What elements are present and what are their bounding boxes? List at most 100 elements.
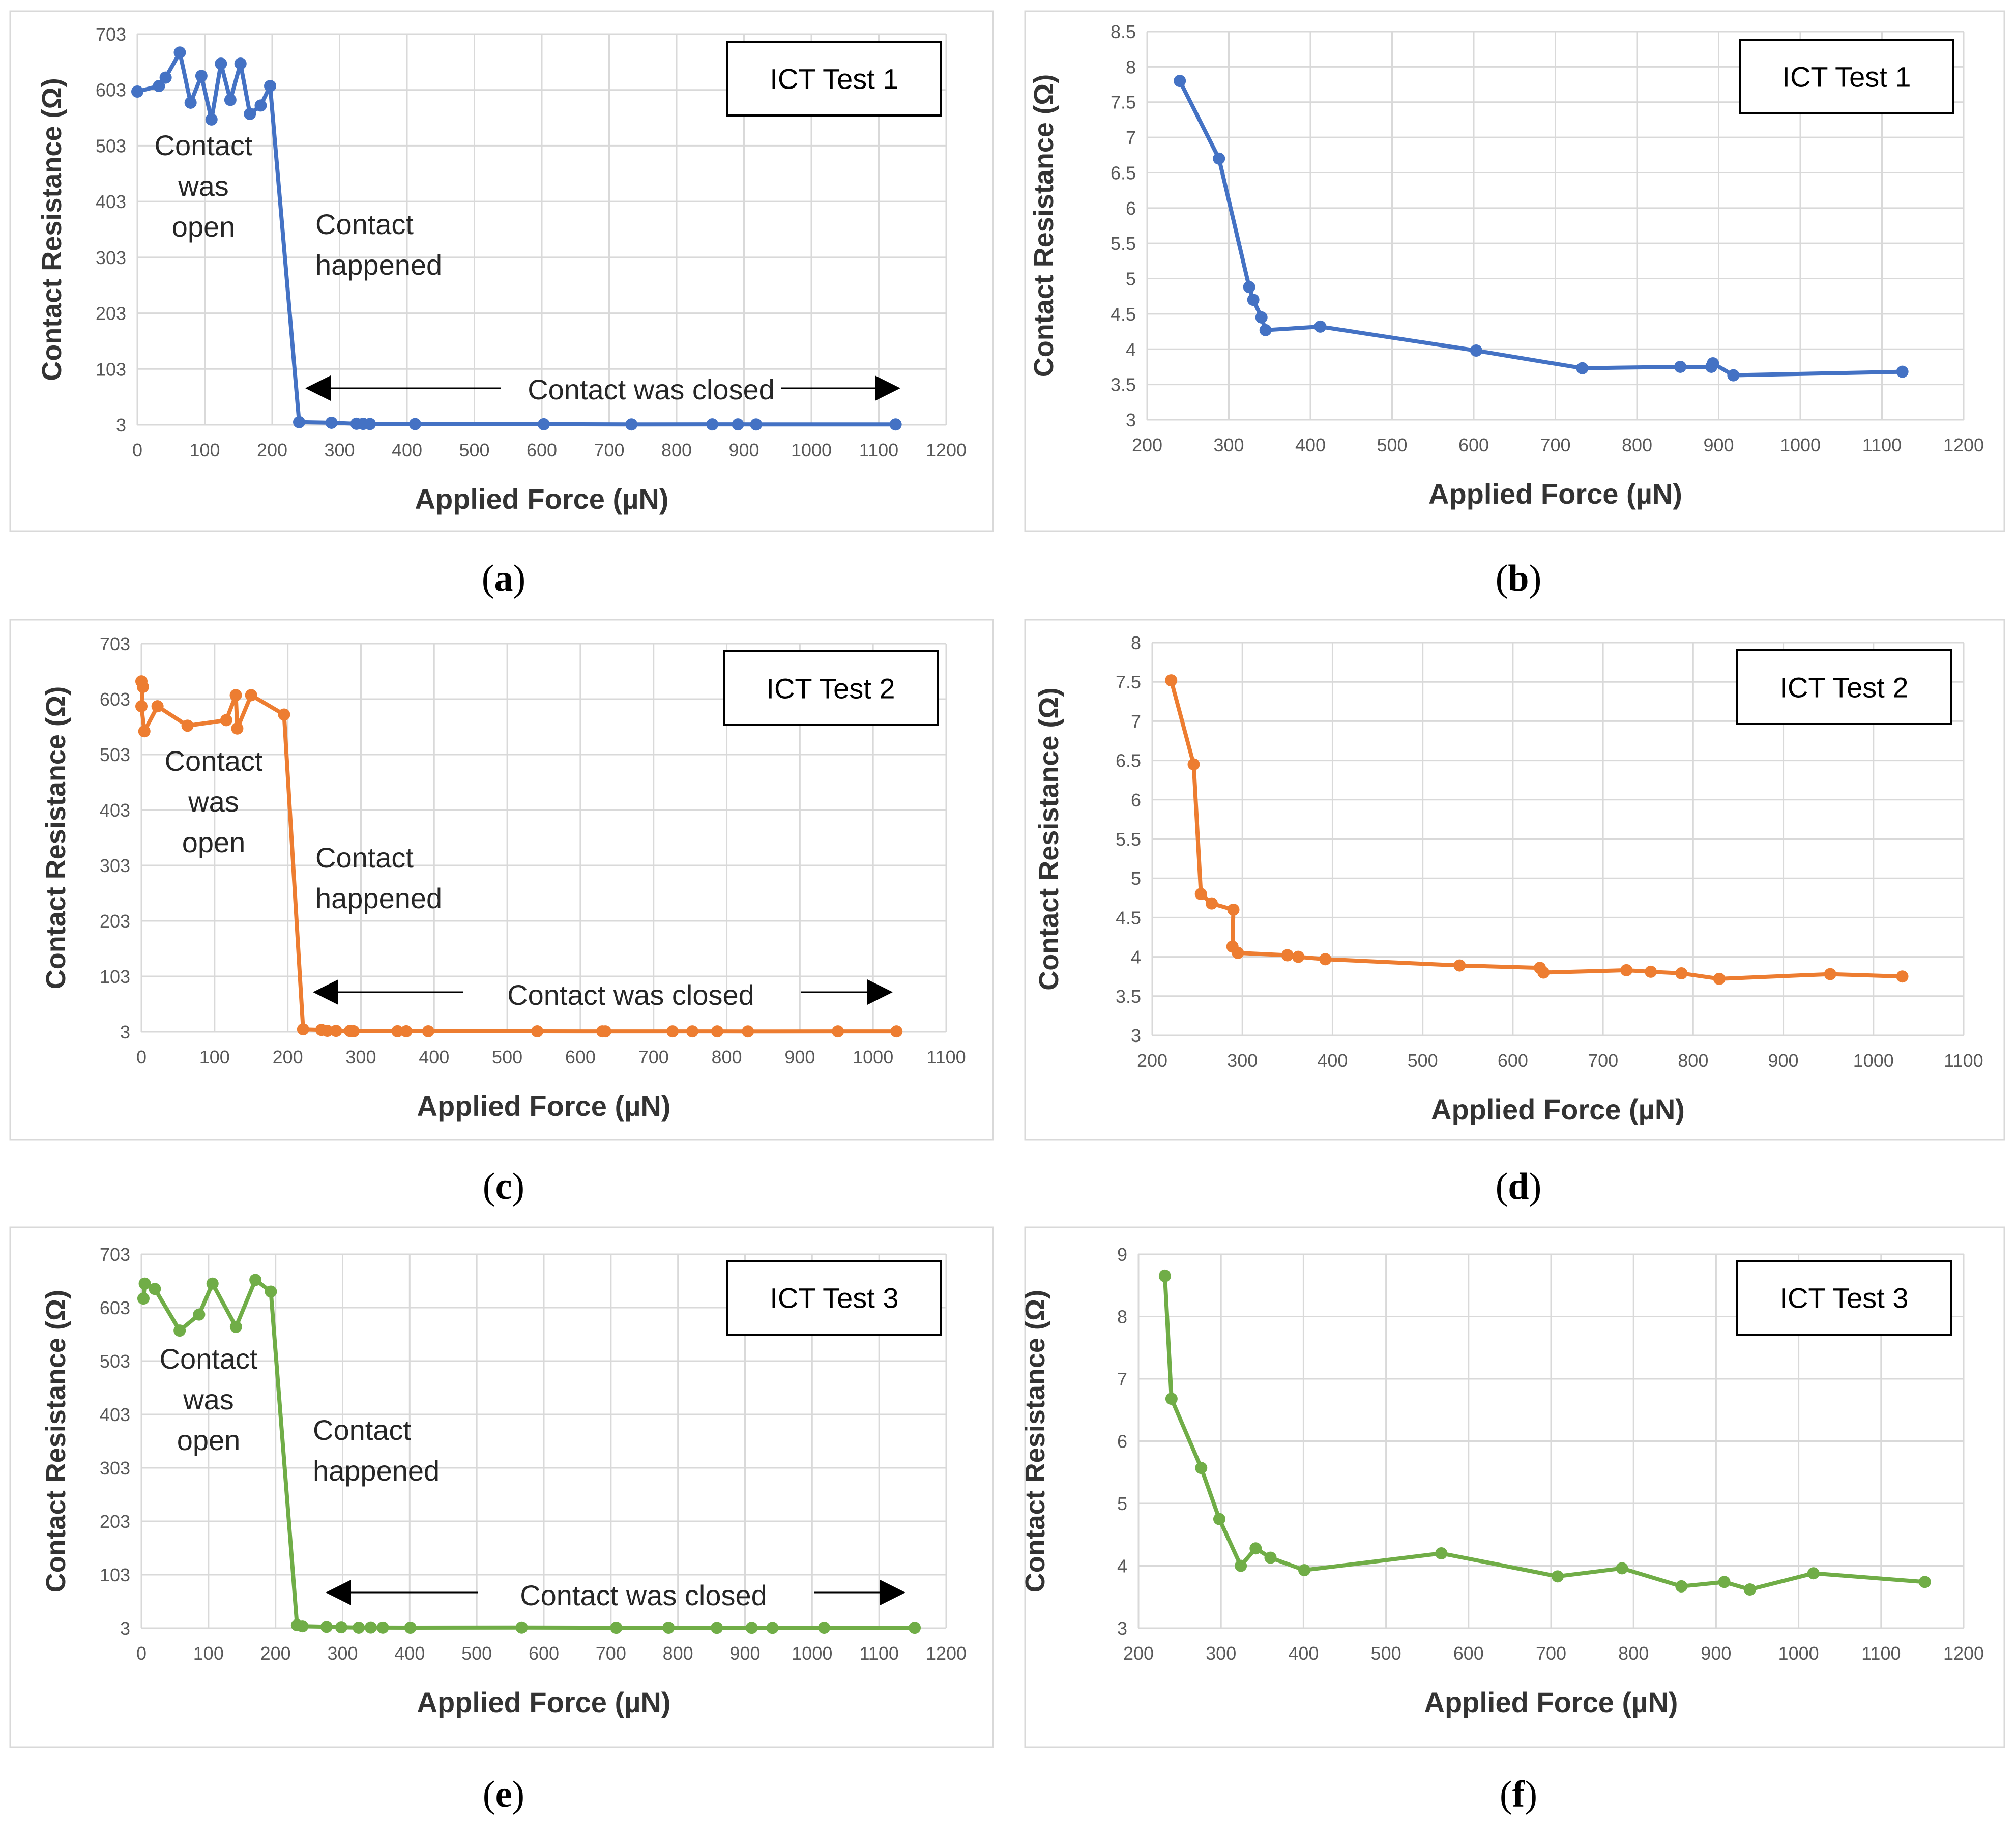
x-tick-label: 500 xyxy=(1371,1643,1401,1664)
x-tick-label: 800 xyxy=(663,1643,693,1664)
y-tick-label: 403 xyxy=(100,1404,130,1425)
y-tick-label: 103 xyxy=(100,966,130,987)
x-tick-label: 700 xyxy=(638,1047,669,1067)
data-point xyxy=(422,1025,434,1037)
annotation-closed: Contact was closed xyxy=(528,373,775,406)
x-tick-label: 300 xyxy=(345,1047,376,1067)
x-tick-label: 1200 xyxy=(926,440,967,460)
data-point xyxy=(1235,1559,1247,1572)
y-tick-label: 7.5 xyxy=(1116,672,1141,692)
y-axis-title: Contact Resistance (Ω) xyxy=(41,1290,71,1593)
data-point xyxy=(400,1025,413,1037)
data-point xyxy=(404,1622,417,1634)
annotation-open-line: open xyxy=(182,826,246,858)
y-tick-label: 3 xyxy=(120,1022,130,1043)
data-point xyxy=(1292,950,1305,963)
y-tick-label: 6 xyxy=(1117,1431,1127,1452)
x-tick-label: 1200 xyxy=(926,1643,967,1664)
data-point xyxy=(745,1622,758,1634)
series-line xyxy=(1162,1276,1925,1592)
y-tick-label: 203 xyxy=(96,303,126,324)
x-tick-label: 900 xyxy=(1701,1643,1731,1664)
data-point xyxy=(347,1025,360,1037)
x-tick-label: 100 xyxy=(189,440,220,460)
data-point xyxy=(1674,360,1687,373)
y-tick-label: 3 xyxy=(1126,410,1136,430)
data-point xyxy=(706,418,719,431)
annotation-open-line: was xyxy=(183,1383,234,1415)
data-point xyxy=(1319,953,1332,966)
data-point xyxy=(766,1622,779,1634)
data-point xyxy=(229,1320,242,1333)
data-point xyxy=(1743,1583,1756,1596)
data-point xyxy=(193,1308,206,1321)
y-tick-label: 203 xyxy=(100,911,130,932)
data-point xyxy=(1259,324,1272,336)
data-point xyxy=(742,1025,754,1038)
x-tick-label: 400 xyxy=(392,440,422,460)
y-tick-label: 6.5 xyxy=(1111,162,1136,183)
data-point xyxy=(195,70,208,82)
x-tick-label: 900 xyxy=(1703,435,1734,455)
caption-letter-f: f xyxy=(1512,1774,1525,1815)
data-point xyxy=(732,418,744,431)
y-tick-label: 703 xyxy=(100,1244,130,1265)
data-point xyxy=(1707,357,1719,370)
y-tick-label: 6 xyxy=(1126,198,1136,219)
y-tick-label: 3.5 xyxy=(1111,374,1136,395)
x-tick-label: 1000 xyxy=(792,1643,832,1664)
data-point xyxy=(1675,1580,1688,1593)
x-tick-label: 100 xyxy=(193,1643,224,1664)
y-tick-label: 603 xyxy=(100,689,130,710)
data-point xyxy=(137,1292,150,1305)
chart-title: ICT Test 2 xyxy=(1779,672,1908,704)
data-point xyxy=(1213,152,1225,165)
data-point xyxy=(159,71,172,84)
x-tick-label: 1100 xyxy=(1944,1050,1983,1071)
annotation-happened-line: happened xyxy=(315,249,442,281)
data-point xyxy=(1435,1547,1448,1559)
x-tick-label: 500 xyxy=(459,440,489,460)
data-point xyxy=(1205,897,1218,910)
x-tick-label: 200 xyxy=(1123,1643,1154,1664)
data-point xyxy=(1620,964,1633,976)
x-tick-label: 800 xyxy=(1678,1050,1708,1071)
x-tick-label: 1000 xyxy=(1780,435,1821,455)
caption-letter-d: d xyxy=(1508,1166,1529,1207)
data-point xyxy=(1807,1567,1820,1580)
y-tick-label: 703 xyxy=(96,24,126,45)
data-point xyxy=(1227,903,1240,916)
data-point xyxy=(515,1621,528,1634)
x-tick-label: 200 xyxy=(273,1047,303,1067)
y-axis-title: Contact Resistance (Ω) xyxy=(1029,74,1059,377)
y-tick-label: 3 xyxy=(1117,1618,1127,1639)
x-tick-label: 1000 xyxy=(1853,1050,1894,1071)
data-point xyxy=(293,416,305,428)
title-box xyxy=(726,41,942,117)
data-point xyxy=(206,1277,219,1290)
x-tick-label: 700 xyxy=(596,1643,626,1664)
data-point xyxy=(325,416,338,429)
x-tick-label: 1200 xyxy=(1943,435,1984,455)
y-tick-label: 503 xyxy=(100,1351,130,1372)
y-tick-label: 8.5 xyxy=(1111,21,1136,42)
data-point xyxy=(662,1621,675,1634)
x-axis-title: Applied Force (µN) xyxy=(417,1090,671,1122)
x-tick-label: 300 xyxy=(1227,1050,1258,1071)
data-point xyxy=(1213,1513,1225,1525)
y-tick-label: 7.5 xyxy=(1111,92,1136,113)
data-point xyxy=(1470,344,1482,357)
y-tick-label: 4 xyxy=(1126,339,1136,360)
y-tick-label: 7 xyxy=(1126,127,1136,148)
title-box xyxy=(1736,1260,1952,1336)
data-point xyxy=(135,700,148,713)
data-point xyxy=(321,1025,334,1037)
data-point xyxy=(136,681,149,693)
y-tick-label: 403 xyxy=(100,800,130,821)
data-point xyxy=(264,80,277,93)
x-tick-label: 500 xyxy=(461,1643,492,1664)
x-tick-label: 600 xyxy=(565,1047,596,1067)
x-tick-label: 200 xyxy=(1132,435,1162,455)
data-point xyxy=(1158,1269,1171,1282)
